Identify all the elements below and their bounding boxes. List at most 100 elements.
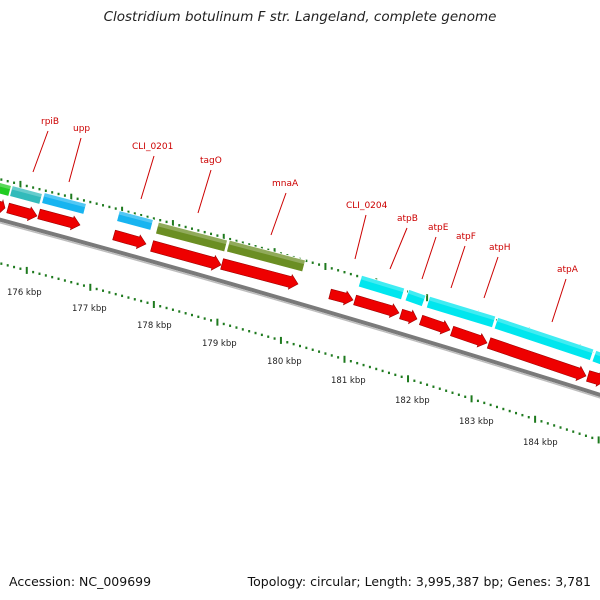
kbp-tick-mark bbox=[146, 301, 149, 304]
cds-arrow[interactable] bbox=[0, 198, 7, 215]
kbp-tick-mark bbox=[76, 282, 79, 286]
kbp-tick-track bbox=[0, 262, 600, 444]
outer-tick-mark bbox=[337, 269, 340, 272]
cds-arrow[interactable] bbox=[328, 287, 355, 307]
kbp-tick-mark bbox=[508, 409, 511, 413]
outer-tick-mark bbox=[95, 202, 98, 205]
kbp-tick-mark bbox=[559, 426, 562, 429]
gene-label[interactable]: tagO bbox=[200, 156, 222, 166]
kbp-tick-mark bbox=[152, 300, 155, 308]
outer-tick-mark bbox=[108, 205, 111, 209]
genome-backbone bbox=[0, 217, 600, 397]
kbp-label: 179 kbp bbox=[202, 339, 237, 349]
outer-tick-mark bbox=[32, 186, 35, 189]
kbp-tick-mark bbox=[25, 266, 28, 274]
cds-arrow[interactable] bbox=[112, 228, 148, 250]
outer-tick-mark bbox=[25, 184, 28, 188]
outer-tick-mark bbox=[324, 262, 327, 270]
gene-label[interactable]: atpE bbox=[428, 223, 449, 233]
outer-tick-mark bbox=[146, 215, 149, 219]
gene-leader-line bbox=[32, 130, 49, 173]
gene-label[interactable]: mnaA bbox=[272, 179, 299, 189]
gene-leader-line bbox=[483, 256, 499, 299]
kbp-tick-mark bbox=[375, 367, 378, 371]
kbp-tick-mark bbox=[254, 331, 257, 335]
cds-arrow[interactable] bbox=[353, 293, 401, 319]
kbp-tick-mark bbox=[451, 391, 454, 394]
kbp-label: 181 kbp bbox=[331, 376, 366, 386]
gene-label[interactable]: atpA bbox=[557, 265, 579, 275]
cds-arrow[interactable] bbox=[37, 207, 82, 232]
kbp-tick-mark bbox=[13, 265, 16, 269]
cds-arrow[interactable] bbox=[150, 239, 223, 272]
kbp-tick-mark bbox=[591, 436, 594, 440]
cds-arrow[interactable] bbox=[449, 324, 490, 349]
kbp-tick-mark bbox=[394, 373, 397, 377]
kbp-tick-mark bbox=[165, 306, 168, 310]
gene-feature[interactable] bbox=[0, 181, 12, 197]
kbp-tick-mark bbox=[178, 310, 181, 313]
cds-arrow[interactable] bbox=[486, 336, 589, 383]
kbp-label: 180 kbp bbox=[267, 357, 302, 367]
accession-text: Accession: NC_009699 bbox=[9, 574, 152, 589]
cds-arrow[interactable] bbox=[399, 307, 419, 325]
gene-label[interactable]: atpH bbox=[489, 243, 511, 253]
outer-tick-mark bbox=[89, 200, 92, 204]
kbp-tick-mark bbox=[324, 352, 327, 355]
kbp-tick-mark bbox=[502, 407, 505, 411]
kbp-tick-mark bbox=[121, 294, 124, 298]
gene-feature[interactable] bbox=[404, 288, 427, 308]
kbp-tick-mark bbox=[387, 371, 390, 375]
kbp-tick-mark bbox=[222, 322, 225, 326]
outer-tick-mark bbox=[38, 187, 41, 191]
kbp-tick-mark bbox=[438, 387, 441, 390]
cds-arrow[interactable] bbox=[586, 369, 600, 388]
gene-feature[interactable] bbox=[9, 185, 43, 205]
kbp-tick-mark bbox=[140, 299, 143, 303]
kbp-tick-mark bbox=[260, 333, 263, 337]
kbp-tick-mark bbox=[381, 369, 384, 373]
kbp-tick-mark bbox=[527, 416, 530, 419]
outer-tick-mark bbox=[203, 230, 206, 234]
gene-label[interactable]: CLI_0204 bbox=[346, 201, 388, 211]
kbp-label: 176 kbp bbox=[7, 288, 42, 298]
kbp-tick-mark bbox=[216, 318, 219, 326]
cds-arrow[interactable] bbox=[220, 257, 300, 292]
kbp-tick-mark bbox=[349, 360, 352, 363]
outer-tick-mark bbox=[260, 246, 263, 250]
kbp-tick-mark bbox=[330, 354, 333, 357]
outer-tick-mark bbox=[426, 294, 429, 302]
gene-feature[interactable] bbox=[425, 295, 497, 329]
outer-tick-mark bbox=[248, 243, 251, 246]
kbp-tick-mark bbox=[368, 365, 371, 369]
kbp-tick-mark bbox=[108, 291, 111, 294]
gene-leader-line bbox=[140, 155, 155, 200]
gene-label[interactable]: atpB bbox=[397, 214, 418, 224]
kbp-tick-mark bbox=[343, 355, 346, 363]
outer-tick-mark bbox=[19, 180, 22, 188]
gene-feature[interactable] bbox=[116, 210, 154, 231]
outer-tick-mark bbox=[57, 192, 60, 196]
kbp-tick-mark bbox=[362, 363, 365, 367]
gene-leader-line bbox=[197, 169, 212, 214]
kbp-tick-mark bbox=[400, 375, 403, 379]
gene-feature[interactable] bbox=[225, 239, 307, 273]
gene-label[interactable]: rpiB bbox=[41, 117, 59, 127]
kbp-tick-mark bbox=[133, 298, 136, 301]
gene-label[interactable]: CLI_0201 bbox=[132, 142, 173, 152]
gene-label[interactable]: atpF bbox=[456, 232, 476, 242]
gene-feature[interactable] bbox=[154, 221, 229, 253]
outer-tick-mark bbox=[254, 245, 257, 248]
gene-label[interactable]: upp bbox=[73, 124, 90, 134]
cds-arrow[interactable] bbox=[6, 201, 39, 222]
cds-arrow[interactable] bbox=[418, 313, 453, 336]
kbp-tick-mark bbox=[445, 389, 448, 392]
kbp-tick-mark bbox=[248, 330, 251, 333]
kbp-tick-mark bbox=[95, 287, 98, 291]
gene-feature[interactable] bbox=[41, 192, 87, 215]
gene-feature[interactable] bbox=[493, 316, 595, 362]
gene-feature[interactable] bbox=[357, 274, 406, 301]
kbp-tick-mark bbox=[572, 430, 575, 433]
outer-tick-mark bbox=[184, 225, 187, 229]
